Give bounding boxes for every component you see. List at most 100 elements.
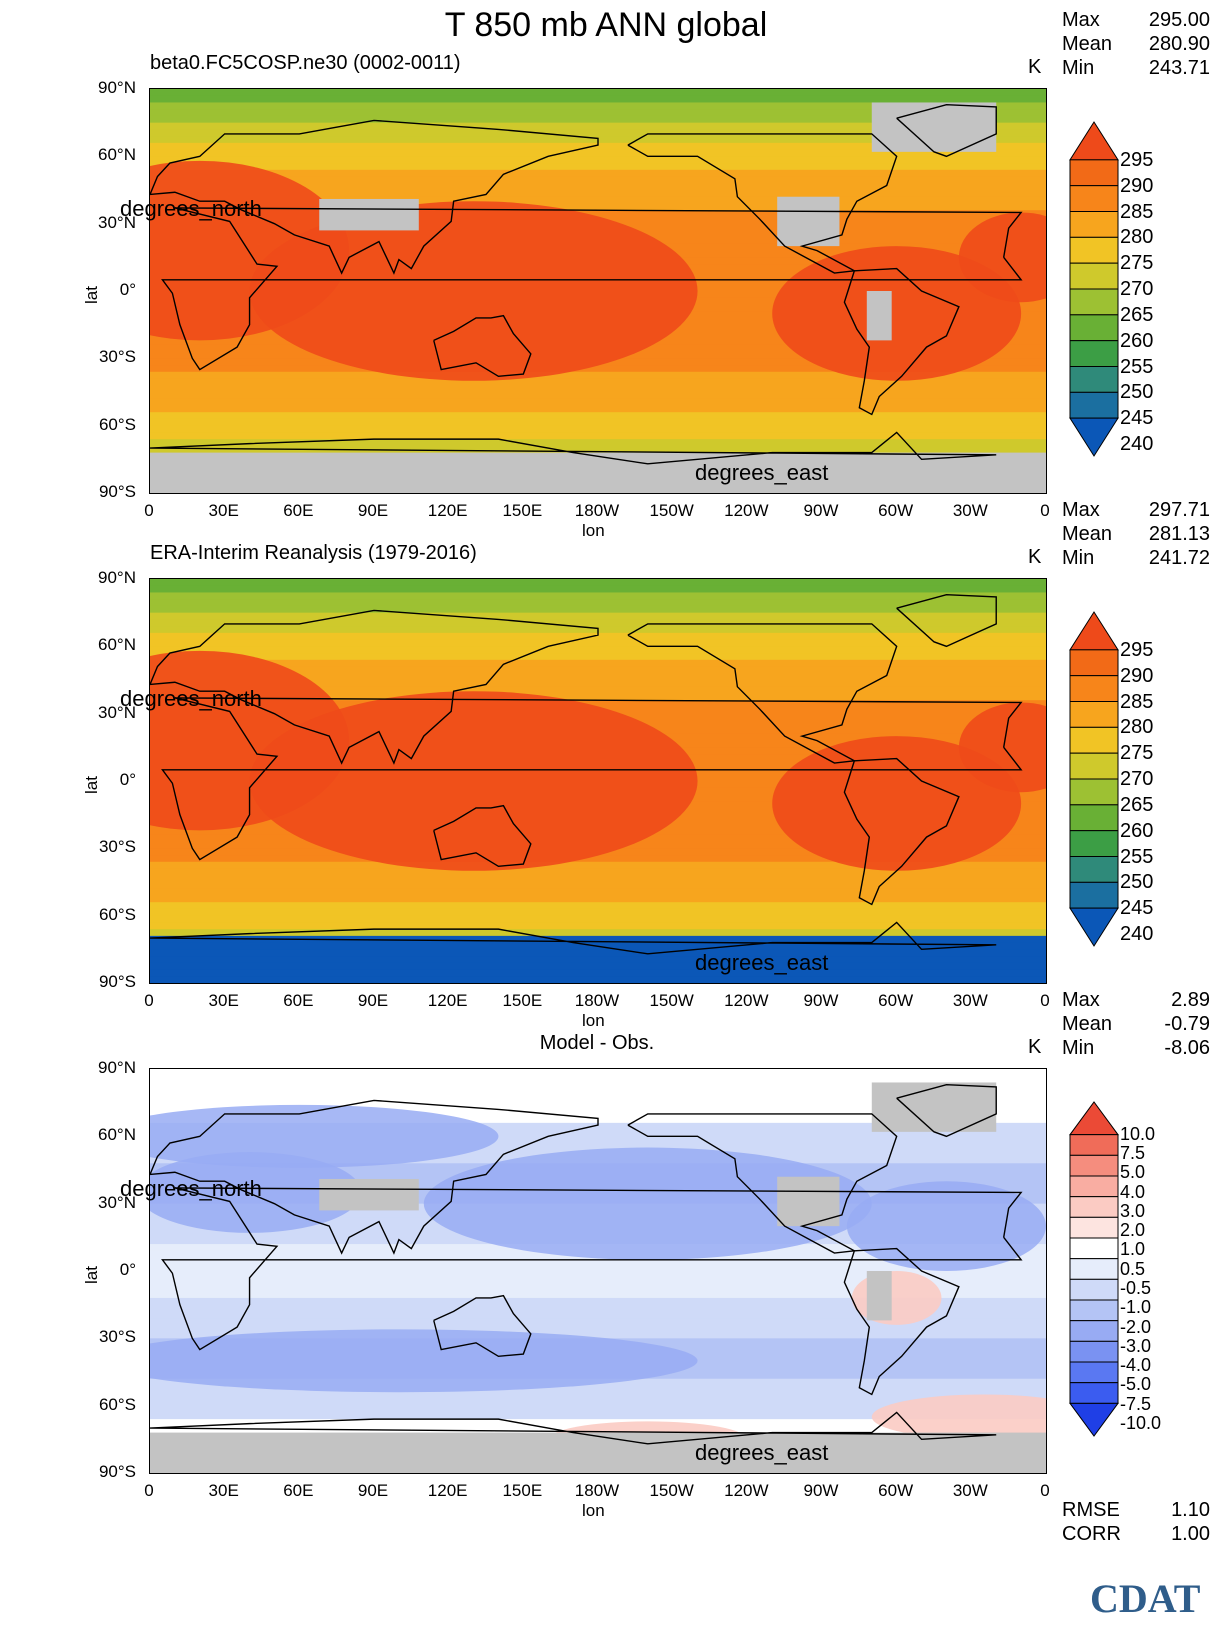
- colorbar-segment: [1069, 752, 1119, 780]
- field-band: [150, 445, 1046, 454]
- colorbar-segment: [1069, 726, 1119, 754]
- colorbar-segment: [1069, 1134, 1119, 1156]
- colorbar-segment: [1069, 1154, 1119, 1177]
- field-band: [150, 122, 1046, 130]
- warm-bias-region: [851, 1271, 942, 1325]
- x-tick-label: 30W: [952, 991, 988, 1010]
- field-band: [150, 210, 1046, 218]
- metrics-block: RMSE 1.10 CORR 1.00: [1062, 1498, 1210, 1546]
- field-band: [150, 156, 1046, 164]
- field-band: [150, 378, 1046, 386]
- field-band: [150, 861, 1046, 870]
- colorbar-segment: [1069, 1237, 1119, 1260]
- stat-label: Min: [1062, 1037, 1095, 1059]
- annotation-degrees-east: degrees_east: [695, 950, 829, 975]
- field-band: [150, 169, 1046, 178]
- stat-mean-value: 281.13: [1148, 523, 1210, 545]
- y-tick-label: 30°N: [98, 212, 136, 232]
- colorbar-segment: [1069, 1320, 1119, 1342]
- x-axis-title: lon: [582, 521, 605, 540]
- stat-label: Min: [1062, 547, 1095, 569]
- field-band: [150, 1318, 1046, 1326]
- colorbar-tick-label: 295: [1120, 148, 1154, 171]
- stat-label: Max: [1062, 499, 1100, 521]
- field-band: [150, 115, 1046, 124]
- y-tick-label: 90°S: [98, 972, 136, 991]
- field-band: [150, 680, 1046, 688]
- coastline: [150, 609, 599, 765]
- colorbar-segment: [1069, 236, 1119, 264]
- colorbar-top-triangle: [1069, 611, 1119, 651]
- colorbar-tick-label: 3.0: [1120, 1200, 1146, 1221]
- coastline: [161, 1187, 1023, 1351]
- y-tick-label: 30°S: [98, 1327, 136, 1347]
- coastline: [150, 119, 599, 275]
- colorbar-segment: [1069, 701, 1119, 728]
- colorbar-segment: [1069, 211, 1119, 238]
- colorbar-tick-label: 270: [1120, 768, 1154, 790]
- map-plot-area: [149, 88, 1047, 494]
- field-band: [150, 109, 1046, 117]
- coastline: [896, 104, 997, 158]
- map-svg: [150, 579, 1046, 983]
- x-tick-label: 150E: [502, 991, 543, 1010]
- x-tick-label: 150E: [502, 1481, 543, 1500]
- x-tick-label: 60E: [283, 1481, 314, 1500]
- y-tick-label: 60°S: [98, 414, 136, 434]
- coastline: [150, 1411, 997, 1445]
- units-label: K: [1028, 546, 1042, 568]
- colorbar-tick-label: 4.0: [1120, 1181, 1146, 1202]
- x-tick-label: 150W: [649, 1481, 694, 1500]
- stat-label: Mean: [1062, 1013, 1113, 1035]
- coastline: [150, 921, 997, 955]
- x-tick-label: 0: [1040, 991, 1050, 1010]
- y-tick-label: 0°: [119, 770, 136, 789]
- colorbar-segment: [1069, 340, 1119, 368]
- cold-bias-region: [150, 1104, 499, 1168]
- field-band: [150, 190, 1046, 198]
- field-band: [150, 868, 1046, 876]
- map-subtitle: ERA-Interim Reanalysis (1979-2016): [150, 542, 477, 564]
- field-band: [150, 1412, 1046, 1420]
- x-tick-label: 90E: [357, 1481, 389, 1500]
- coastline: [896, 594, 997, 648]
- y-tick-label: 0°: [119, 280, 136, 299]
- colorbar-segment: [1069, 881, 1119, 909]
- field-band: [150, 385, 1046, 393]
- colorbar-segment: [1069, 1278, 1119, 1301]
- x-tick-label: 150E: [502, 501, 543, 520]
- coastline: [627, 623, 898, 764]
- missing-data-region: [319, 1178, 419, 1211]
- coastline: [896, 1084, 997, 1138]
- y-tick-label: 60°S: [98, 1394, 136, 1414]
- colorbar-tick-label: 260: [1120, 329, 1154, 352]
- colorbar-tick-label: 1.0: [1120, 1239, 1146, 1260]
- field-band: [150, 908, 1046, 917]
- y-axis-title: lat: [82, 286, 101, 304]
- colorbar-tick-label: 275: [1120, 742, 1154, 765]
- warm-region: [249, 201, 698, 381]
- colorbar-segment: [1069, 1340, 1119, 1363]
- stat-min-value: 243.71: [1148, 57, 1210, 79]
- colorbar-tick-label: 5.0: [1120, 1162, 1146, 1183]
- cold-bias-region: [846, 1181, 1046, 1271]
- colorbar-segment: [1069, 366, 1119, 393]
- field-band: [150, 425, 1046, 433]
- map-svg: [150, 1069, 1046, 1473]
- field-band: [150, 1136, 1046, 1144]
- stat-max-value: 2.89: [1171, 989, 1210, 1011]
- x-tick-label: 90W: [803, 991, 839, 1010]
- colorbar: [1069, 121, 1119, 457]
- colorbar-segment: [1069, 675, 1119, 702]
- field-band: [150, 915, 1046, 923]
- colorbar: [1069, 1101, 1119, 1437]
- x-tick-label: 90W: [803, 501, 839, 520]
- map-subtitle: beta0.FC5COSP.ne30 (0002-0011): [150, 52, 461, 74]
- field-band: [150, 962, 1046, 971]
- x-tick-label: 120W: [724, 1481, 769, 1500]
- field-band: [150, 666, 1046, 674]
- colorbar-tick-label: 255: [1120, 355, 1154, 378]
- colorbar-segment: [1069, 1216, 1119, 1239]
- field-band: [150, 1122, 1046, 1131]
- colorbar-tick-label: 250: [1120, 871, 1154, 894]
